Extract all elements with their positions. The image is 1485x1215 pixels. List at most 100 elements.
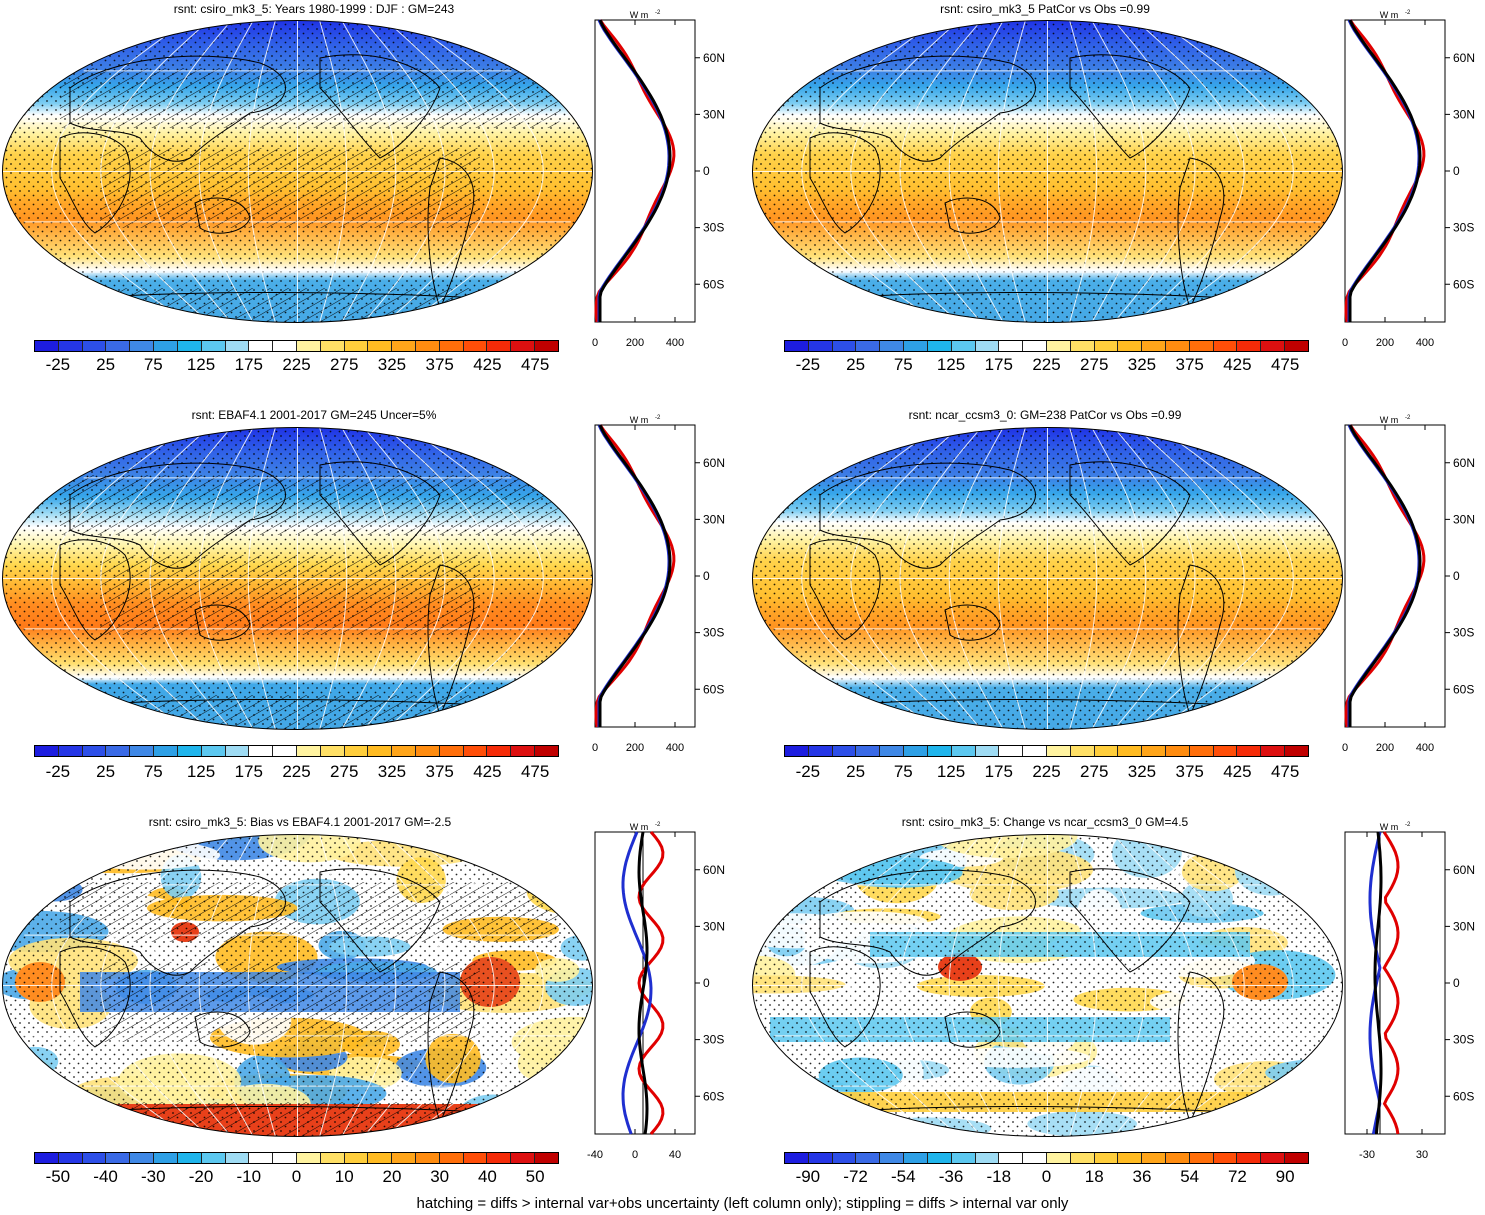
colorbar-abs-1 (34, 340, 559, 352)
profile-unit-superscript: -2 (655, 10, 661, 16)
colorbar-swatch (130, 746, 155, 756)
colorbar-swatch (999, 746, 1024, 756)
colorbar-labels-bias: -50 -40 -30 -20 -10 0 10 20 30 40 50 (34, 1167, 559, 1191)
colorbar-swatch (1213, 341, 1238, 351)
colorbar-swatch (177, 341, 202, 351)
colorbar-swatch (904, 746, 928, 756)
colorbar-tick-label: 72 (1227, 1167, 1247, 1186)
colorbar-tick-label: 90 (1275, 1167, 1295, 1186)
profile-unit-label: W m (630, 10, 649, 20)
footer-note: hatching = diffs > internal var+obs unce… (416, 1195, 1069, 1212)
profile-x-tick-label: 400 (666, 337, 684, 349)
profile-series-line (621, 831, 653, 1135)
panel-title-1: rsnt: csiro_mk3_5: Years 1980-1999 : DJF… (173, 2, 455, 16)
colorbar-swatch (439, 341, 464, 351)
colorbar-tick-label: 50 (525, 1167, 545, 1186)
colorbar-swatch (808, 341, 833, 351)
colorbar-swatch (106, 341, 131, 351)
colorbar-swatch (225, 746, 250, 756)
colorbar-swatch (1023, 341, 1047, 351)
colorbar-tick-label: 275 (330, 762, 359, 781)
colorbar-swatch (249, 341, 274, 351)
colorbar-swatch (1118, 341, 1143, 351)
colorbar-swatch (1189, 1153, 1214, 1163)
colorbar-swatch (927, 746, 952, 756)
colorbar-tick-label: 275 (1080, 355, 1109, 374)
colorbar-tick-label: 275 (330, 355, 359, 374)
colorbar-swatch (296, 1153, 321, 1163)
colorbar-swatch (999, 341, 1024, 351)
colorbar-tick-label: 25 (96, 762, 116, 781)
colorbar-swatch (106, 746, 131, 756)
colorbar-swatch (463, 341, 488, 351)
colorbar-swatch (487, 1153, 512, 1163)
colorbar-swatch (951, 341, 976, 351)
colorbar-swatch (856, 746, 881, 756)
lat-tick-label: 60N (1453, 863, 1475, 877)
colorbar-tick-label: 0 (1041, 1167, 1052, 1186)
colorbar-swatch (439, 1153, 464, 1163)
colorbar-tick-label: 25 (846, 762, 866, 781)
colorbar-tick-label: 375 (1175, 762, 1204, 781)
profile-series-line (637, 831, 649, 1135)
colorbar-swatch (1046, 341, 1071, 351)
colorbar-tick-label: 175 (234, 355, 263, 374)
zonal-profile-3: 60N 30N 0 30S 60S 0 200 400 W m -2 (592, 415, 725, 754)
lat-tick-label: 30N (1453, 107, 1475, 121)
colorbar-swatch (1213, 1153, 1238, 1163)
colorbar-tick-label: 375 (425, 762, 454, 781)
colorbar-swatch (1046, 1153, 1071, 1163)
colorbar-swatch (927, 341, 952, 351)
lat-tick-label: 30S (1453, 626, 1474, 640)
map-panel-5 (2, 834, 593, 1137)
colorbar-tick-label: -20 (188, 1167, 214, 1186)
colorbar-swatch (249, 1153, 274, 1163)
colorbar-swatch (1237, 1153, 1262, 1163)
colorbar-swatch (904, 1153, 928, 1163)
colorbar-swatch (880, 341, 905, 351)
colorbar-swatch (1285, 1153, 1308, 1163)
colorbar-tick-label: 75 (143, 762, 163, 781)
colorbar-tick-label: 175 (234, 762, 263, 781)
colorbar-swatch (975, 1153, 1000, 1163)
profile-unit-label: W m (630, 415, 649, 425)
colorbar-swatch (1189, 746, 1214, 756)
colorbar-tick-label: 425 (1223, 355, 1252, 374)
colorbar-swatch (1237, 341, 1262, 351)
colorbar-swatch (880, 1153, 905, 1163)
map-panel-4 (752, 427, 1343, 730)
profile-unit-label: W m (1380, 415, 1399, 425)
colorbar-swatch (1118, 746, 1143, 756)
colorbar-tick-label: 425 (473, 355, 502, 374)
lat-tick-label: 60N (703, 863, 725, 877)
colorbar-swatch (35, 746, 59, 756)
profile-unit-label: W m (1380, 822, 1399, 832)
colorbar-swatch (1261, 341, 1286, 351)
colorbar-swatch (463, 1153, 488, 1163)
lat-tick-label: 30N (703, 512, 725, 526)
profile-series-line (598, 19, 672, 322)
colorbar-swatch (856, 1153, 881, 1163)
map-panel-6 (752, 834, 1343, 1137)
colorbar-swatch (1142, 341, 1166, 351)
profile-series-line (1348, 424, 1422, 727)
lat-tick-label: 0 (703, 164, 710, 178)
colorbar-swatch (154, 746, 178, 756)
colorbar-swatch (201, 746, 226, 756)
colorbar-swatch (439, 746, 464, 756)
profile-x-tick-label: 0 (592, 337, 598, 349)
colorbar-swatch (368, 341, 393, 351)
colorbar-tick-label: -72 (843, 1167, 868, 1186)
map-panel-2 (752, 20, 1343, 323)
panel-title-6: rsnt: csiro_mk3_5: Change vs ncar_ccsm3_… (901, 815, 1189, 829)
colorbar-swatch (511, 341, 536, 351)
colorbar-swatch (487, 746, 512, 756)
colorbar-swatch (1094, 1153, 1119, 1163)
colorbar-swatch (1166, 1153, 1190, 1163)
colorbar-tick-label: 325 (1127, 355, 1157, 374)
colorbar-labels-abs-1: -25 25 75 125 175 225 275 325 375 425 475 (34, 355, 559, 379)
colorbar-swatch (927, 1153, 952, 1163)
lat-tick-label: 30N (703, 107, 725, 121)
colorbar-swatch (904, 341, 928, 351)
colorbar-tick-label: 36 (1132, 1167, 1152, 1186)
